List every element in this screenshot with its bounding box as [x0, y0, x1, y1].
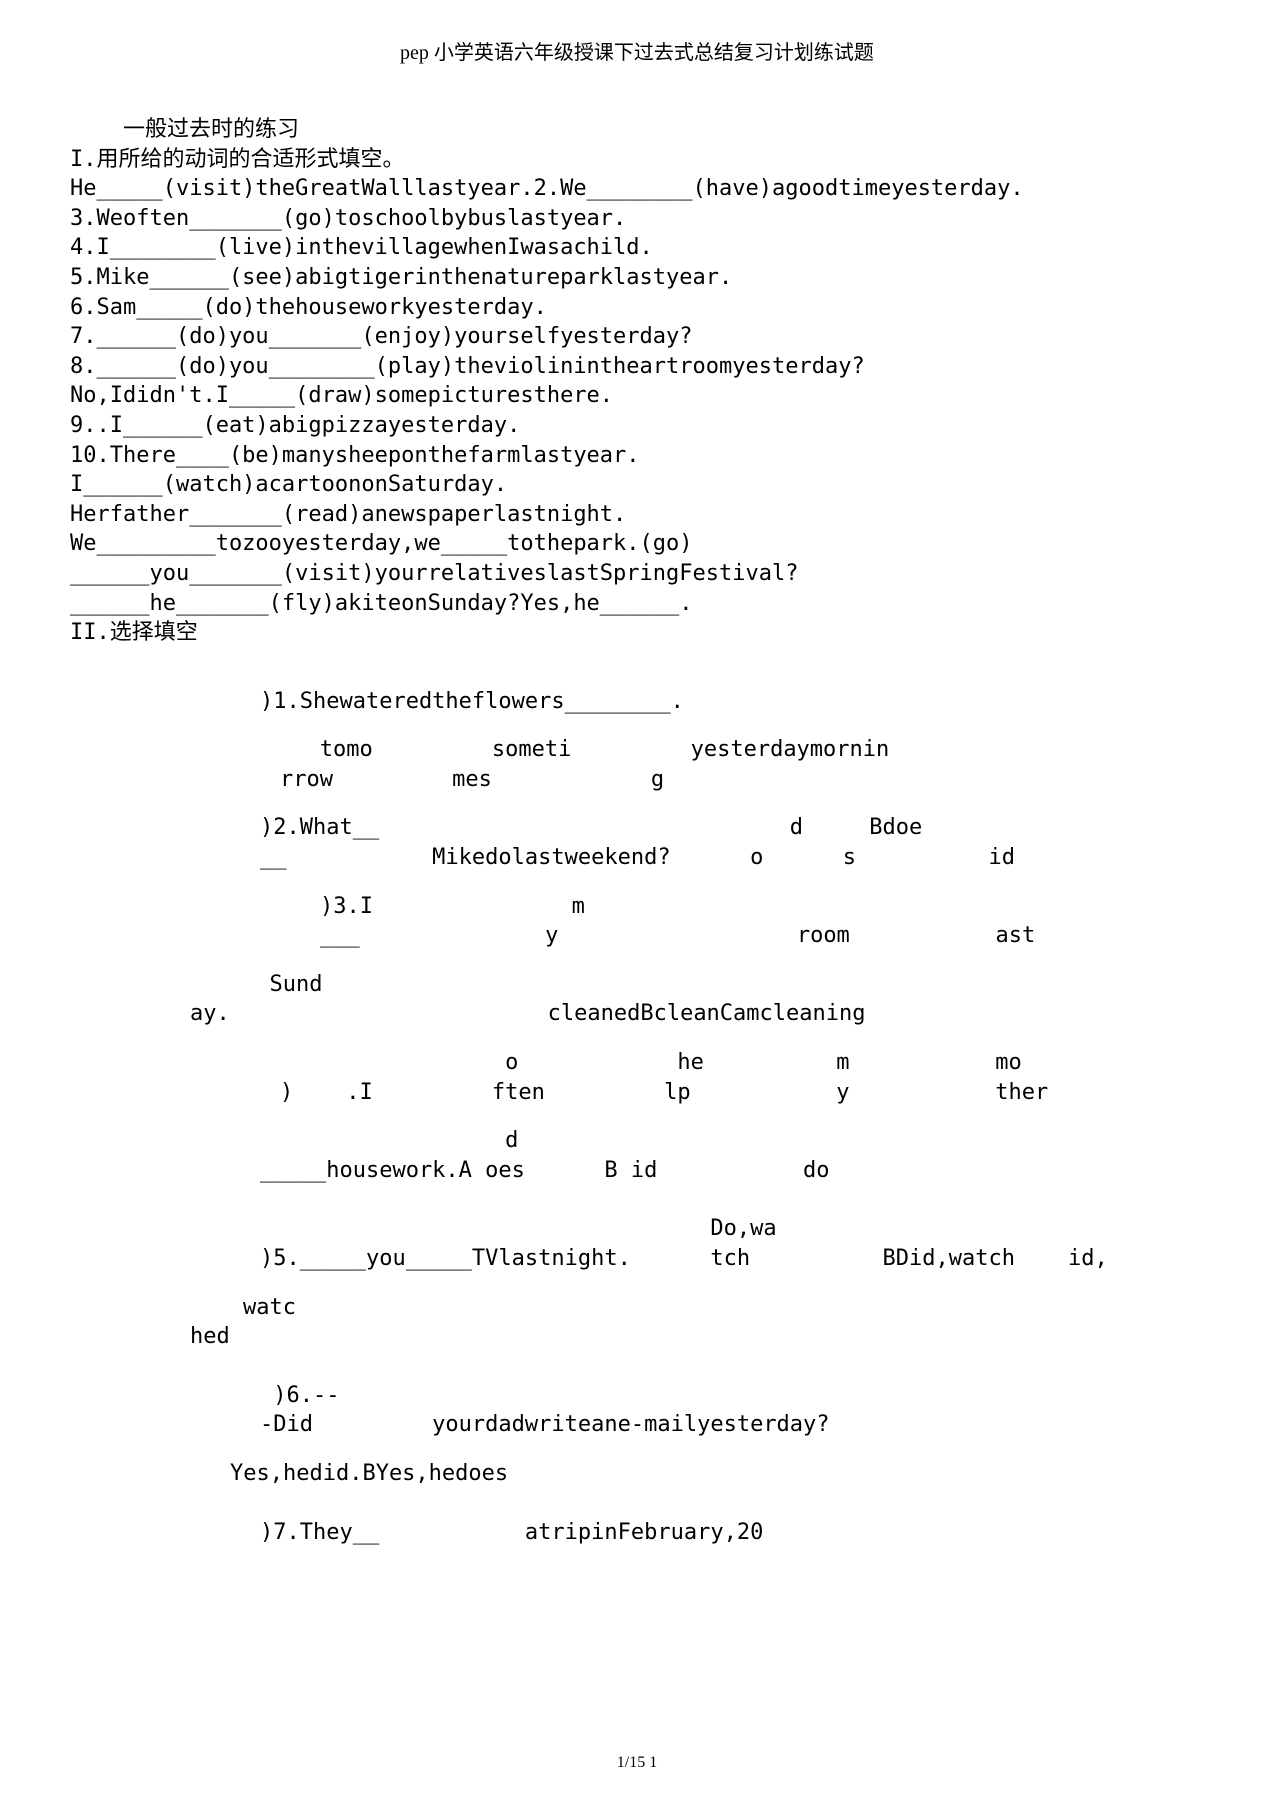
fill-2: 3.Weoften_______(go)toschoolbybuslastyea…	[70, 205, 1204, 234]
q1-main: )1.Shewateredtheflowers________.	[260, 688, 1204, 717]
q4-r1: o he m mo	[280, 1049, 1204, 1078]
page-header: pep 小学英语六年级授课下过去式总结复习计划练试题	[70, 40, 1204, 66]
q4-r4: _____housework.A oes B id do	[260, 1157, 1204, 1186]
q1-opt-r1: tomo someti yesterdaymornin	[280, 736, 1204, 765]
fill-1: He_____(visit)theGreatWalllastyear.2.We_…	[70, 175, 1204, 204]
q2-r1: )2.What__ d Bdoe	[260, 814, 1204, 843]
section-1: I.用所给的动词的合适形式填空。	[70, 146, 1204, 175]
q5-r2: )5._____you_____TVlastnight. tch BDid,wa…	[260, 1245, 1204, 1274]
q4-r3: d	[280, 1127, 1204, 1156]
page-footer: 1/15 1	[0, 1753, 1274, 1774]
fill-7: 8.______(do)you________(play)theviolinin…	[70, 353, 1204, 382]
fill-13: We_________tozooyesterday,we_____tothepa…	[70, 530, 1204, 559]
title-line: 一般过去时的练习	[70, 116, 1204, 145]
fill-16: II.选择填空	[70, 619, 1204, 648]
fill-15: ______he_______(fly)akiteonSunday?Yes,he…	[70, 590, 1204, 619]
q6-r3: Yes,hedid.BYes,hedoes	[230, 1460, 1204, 1489]
q5-r4: hed	[190, 1323, 1204, 1352]
fill-3: 4.I________(live)inthevillagewhenIwasach…	[70, 234, 1204, 263]
sund-r2: ay. cleanedBcleanCamcleaning	[190, 1000, 1204, 1029]
q6-r1: )6.--	[260, 1382, 1204, 1411]
q6-r2: -Did yourdadwriteane-mailyesterday?	[260, 1411, 1204, 1440]
fill-5: 6.Sam_____(do)thehouseworkyesterday.	[70, 294, 1204, 323]
fill-10: 10.There____(be)manysheeponthefarmlastye…	[70, 442, 1204, 471]
q2-r2: __ Mikedolastweekend? o s id	[260, 844, 1204, 873]
q5-r3: watc	[190, 1294, 1204, 1323]
fill-9: 9..I______(eat)abigpizzayesterday.	[70, 412, 1204, 441]
q7: )7.They__ atripinFebruary,20	[260, 1519, 1204, 1548]
q1-opt-r2: rrow mes g	[280, 766, 1204, 795]
q3-r1: )3.I m	[320, 893, 1204, 922]
fill-6: 7.______(do)you_______(enjoy)yourselfyes…	[70, 323, 1204, 352]
sund-r1: Sund	[190, 971, 1204, 1000]
fill-4: 5.Mike______(see)abigtigerinthenaturepar…	[70, 264, 1204, 293]
fill-14: ______you_______(visit)yourrelativeslast…	[70, 560, 1204, 589]
fill-12: Herfather_______(read)anewspaperlastnigh…	[70, 501, 1204, 530]
q3-r2: ___ y room ast	[320, 922, 1204, 951]
q4-r2: ) .I ften lp y ther	[280, 1079, 1204, 1108]
q5-r1: Do,wa	[260, 1215, 1204, 1244]
fill-8: No,Ididn't.I_____(draw)somepicturesthere…	[70, 382, 1204, 411]
fill-11: I______(watch)acartoononSaturday.	[70, 471, 1204, 500]
